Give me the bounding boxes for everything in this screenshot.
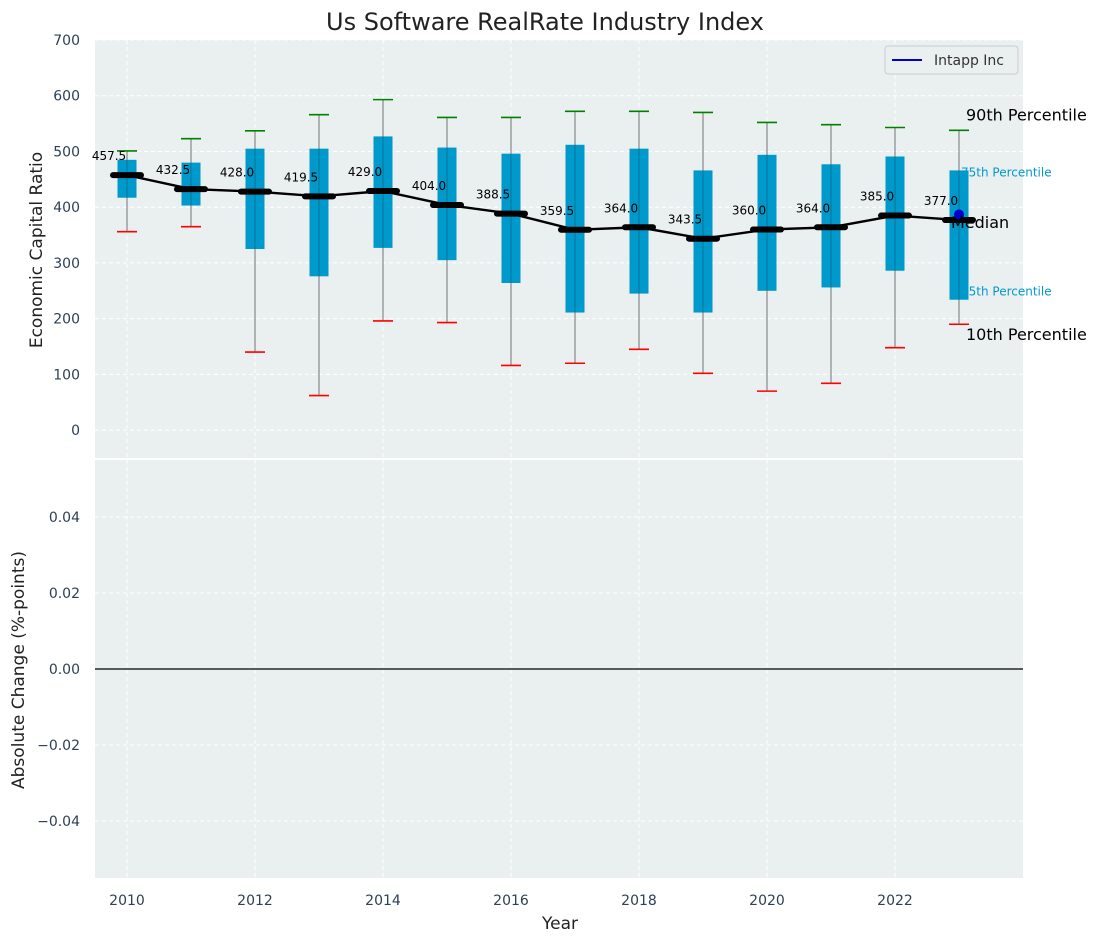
bottom-y-tick-labels: −0.04 −0.02 0.00 0.02 0.04 (37, 510, 80, 830)
top-y-tick-labels: 0 100 200 300 400 500 600 700 (53, 33, 80, 439)
median-value-label: 428.0 (220, 166, 254, 180)
median-value-label: 419.5 (284, 170, 318, 184)
x-tick-label: 2018 (621, 893, 657, 909)
median-value-label: 404.0 (412, 179, 446, 193)
top-y-tick-label: 200 (53, 312, 80, 328)
annotation-p75: 75th Percentile (961, 165, 1052, 179)
bottom-y-tick-label: −0.04 (37, 814, 80, 830)
company-point (954, 209, 964, 220)
bottom-y-axis-label: Absolute Change (%-points) (9, 551, 29, 789)
top-y-tick-label: 400 (53, 200, 80, 216)
top-y-tick-label: 600 (53, 89, 80, 105)
chart-title: Us Software RealRate Industry Index (326, 8, 764, 36)
x-tick-label: 2014 (365, 893, 401, 909)
bottom-y-tick-label: 0.02 (49, 586, 80, 602)
x-tick-labels: 2010 2012 2014 2016 2018 2020 2022 (109, 893, 913, 909)
top-y-tick-label: 300 (53, 256, 80, 272)
median-value-label: 388.5 (476, 188, 510, 202)
median-value-label: 364.0 (796, 201, 830, 215)
x-tick-label: 2016 (493, 893, 529, 909)
bottom-y-tick-label: −0.02 (37, 738, 80, 754)
median-value-label: 360.0 (732, 203, 766, 217)
x-tick-label: 2022 (877, 893, 913, 909)
legend-box (884, 45, 1019, 75)
x-tick-label: 2012 (237, 893, 273, 909)
top-gridlines (95, 39, 1023, 458)
x-axis-label: Year (541, 914, 578, 934)
median-value-labels: 457.5 432.5 428.0 419.5 429.0 404.0 388.5 359.5… (92, 149, 958, 227)
legend-label-intapp: Intapp Inc (934, 53, 1004, 69)
bottom-gridlines (95, 460, 1023, 878)
top-y-tick-label: 100 (53, 367, 80, 383)
median-value-label: 457.5 (92, 149, 126, 163)
legend: Intapp Inc (884, 45, 1019, 75)
bottom-y-tick-label: 0.00 (49, 662, 80, 678)
top-y-tick-label: 0 (71, 423, 80, 439)
median-value-label: 343.5 (668, 213, 702, 227)
top-y-tick-label: 500 (53, 144, 80, 160)
percentile-annotations: 90th Percentile 75th Percentile Median 25th… (951, 105, 1087, 344)
x-tick-label: 2010 (109, 893, 145, 909)
median-line (110, 172, 976, 242)
median-value-label: 377.0 (924, 194, 958, 208)
top-y-tick-label: 700 (53, 33, 80, 49)
median-value-label: 359.5 (540, 204, 574, 218)
top-panel-background (95, 40, 1023, 458)
annotation-p90: 90th Percentile (966, 105, 1087, 124)
median-value-label: 432.5 (156, 163, 190, 177)
annotation-p10: 10th Percentile (966, 325, 1087, 344)
annotation-median: Median (951, 213, 1009, 232)
annotation-p25: 25th Percentile (961, 285, 1052, 299)
median-value-label: 429.0 (348, 165, 382, 179)
bottom-y-tick-label: 0.04 (49, 510, 80, 526)
median-value-label: 385.0 (860, 190, 894, 204)
top-y-axis-label: Economic Capital Ratio (27, 152, 47, 348)
x-tick-label: 2020 (749, 893, 785, 909)
median-value-label: 364.0 (604, 201, 638, 215)
